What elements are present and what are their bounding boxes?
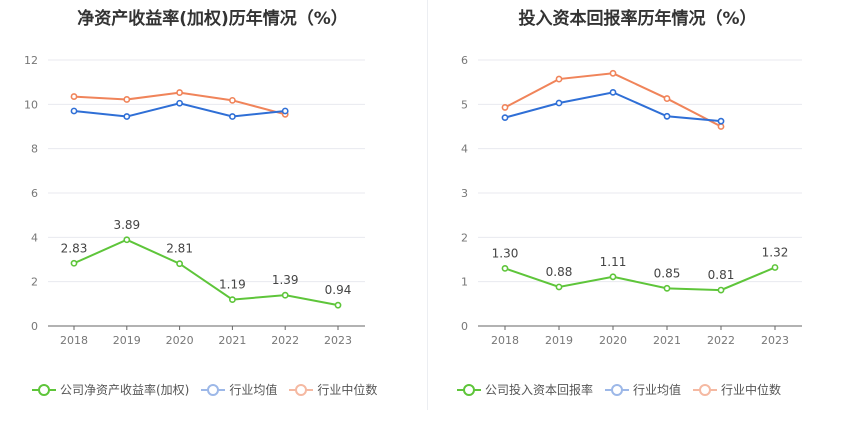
y-tick-label: 4 [31, 231, 38, 244]
y-tick-label: 0 [31, 320, 38, 333]
data-point-company[interactable] [771, 264, 779, 271]
data-point-company[interactable] [176, 260, 183, 268]
x-tick-label: 2019 [113, 334, 141, 347]
data-point-average[interactable] [123, 113, 131, 120]
roe-line-chart: 0 2 4 6 8 10 12 2018 2019 2020 2021 2022 2023 2.83 3.8… [24, 54, 365, 347]
data-point-company[interactable] [334, 301, 342, 309]
data-label: 1.19 [219, 278, 246, 292]
x-tick-label: 2018 [60, 334, 88, 347]
data-point-average[interactable] [281, 107, 289, 115]
legend-marker-average [605, 383, 630, 397]
x-tick-label: 2022 [271, 334, 299, 347]
x-tick-label: 2018 [491, 334, 519, 347]
panel-divider [427, 0, 428, 410]
data-point-company[interactable] [123, 236, 131, 244]
data-point-company[interactable] [228, 296, 236, 304]
data-label: 2.83 [61, 241, 88, 255]
x-tick-label: 2022 [707, 334, 735, 347]
legend-label: 行业中位数 [317, 383, 378, 397]
data-point-company[interactable] [555, 283, 563, 291]
legend-item-median[interactable]: 行业中位数 [693, 381, 781, 398]
legend-item-average[interactable]: 行业均值 [605, 381, 681, 398]
data-label: 3.89 [113, 218, 140, 232]
y-tick-label: 12 [24, 54, 38, 67]
data-label: 0.94 [325, 283, 352, 297]
y-tick-label: 5 [461, 98, 468, 111]
legend-label: 行业均值 [633, 383, 682, 397]
chart-legend: 公司投入资本回报率 行业均值 行业中位数 [457, 381, 793, 398]
data-point-average[interactable] [663, 112, 671, 120]
legend-marker-median [693, 383, 718, 397]
y-tick-label: 8 [31, 143, 38, 156]
y-tick-label: 2 [31, 276, 38, 289]
data-point-median[interactable] [228, 96, 236, 104]
data-point-median[interactable] [609, 69, 617, 77]
series-line-average [504, 91, 722, 123]
x-tick-label: 2023 [761, 334, 789, 347]
data-point-company[interactable] [609, 273, 617, 281]
data-point-average[interactable] [228, 113, 236, 120]
roic-chart-panel: 投入资本回报率历年情况（%） 0 1 2 3 4 5 6 2018 2019 2020 2021 20… [425, 0, 850, 436]
y-tick-label: 4 [461, 143, 468, 156]
y-tick-label: 1 [461, 276, 468, 289]
x-tick-label: 2023 [324, 334, 352, 347]
chart-legend: 公司净资产收益率(加权) 行业均值 行业中位数 [32, 381, 389, 398]
data-point-median[interactable] [555, 75, 563, 83]
data-point-average[interactable] [717, 117, 725, 125]
x-tick-label: 2019 [545, 334, 573, 347]
data-point-company[interactable] [501, 264, 509, 272]
data-point-average[interactable] [609, 88, 617, 96]
y-tick-label: 6 [31, 187, 38, 200]
data-point-median[interactable] [70, 93, 78, 100]
legend-marker-company [457, 383, 481, 397]
legend-item-median[interactable]: 行业中位数 [289, 381, 377, 398]
x-tick-label: 2021 [218, 334, 246, 347]
roe-chart-panel: 净资产收益率(加权)历年情况（%） 0 2 4 6 8 10 12 2018 2019 2020 2… [24, 9, 389, 398]
data-label: 1.39 [272, 273, 299, 287]
data-label: 1.32 [762, 245, 789, 259]
data-point-company[interactable] [70, 259, 78, 267]
y-tick-label: 6 [461, 54, 468, 67]
data-point-average[interactable] [70, 107, 78, 115]
data-label: 0.81 [708, 268, 735, 282]
data-point-median[interactable] [717, 123, 725, 130]
y-tick-label: 3 [461, 187, 468, 200]
x-tick-label: 2020 [599, 334, 627, 347]
x-tick-label: 2021 [653, 334, 681, 347]
data-point-median[interactable] [123, 96, 131, 103]
data-label: 1.30 [492, 246, 519, 260]
data-point-median[interactable] [663, 95, 671, 102]
chart-title: 净资产收益率(加权)历年情况（%） [77, 9, 348, 29]
data-point-average[interactable] [501, 114, 509, 122]
chart-title: 投入资本回报率历年情况（%） [518, 9, 757, 29]
data-point-company[interactable] [663, 284, 671, 292]
data-point-company[interactable] [717, 286, 725, 294]
legend-label: 行业均值 [229, 383, 278, 397]
y-tick-label: 0 [461, 320, 468, 333]
series-line-company [73, 238, 339, 307]
legend-marker-company [32, 383, 56, 397]
legend-item-average[interactable]: 行业均值 [201, 381, 277, 398]
legend-item-company[interactable]: 公司投入资本回报率 [457, 381, 593, 398]
data-point-median[interactable] [501, 104, 509, 111]
data-label: 0.85 [654, 266, 681, 280]
legend-label: 公司净资产收益率(加权) [60, 383, 190, 397]
y-tick-label: 2 [461, 231, 468, 244]
legend-label: 行业中位数 [721, 383, 782, 397]
data-point-average[interactable] [176, 99, 183, 107]
data-label: 1.11 [600, 255, 627, 269]
series-line-company [504, 266, 776, 292]
data-point-median[interactable] [176, 89, 183, 96]
roic-line-chart: 0 1 2 3 4 5 6 2018 2019 2020 2021 2022 2023 1.30 0.88 1… [461, 54, 802, 347]
legend-marker-average [201, 383, 226, 397]
legend-marker-median [289, 383, 314, 397]
data-label: 0.88 [546, 265, 573, 279]
legend-item-company[interactable]: 公司净资产收益率(加权) [32, 381, 189, 398]
data-label: 2.81 [166, 242, 193, 256]
data-point-average[interactable] [555, 99, 563, 107]
data-point-company[interactable] [281, 291, 289, 299]
y-tick-label: 10 [24, 98, 38, 111]
legend-label: 公司投入资本回报率 [485, 383, 594, 397]
x-tick-label: 2020 [166, 334, 194, 347]
